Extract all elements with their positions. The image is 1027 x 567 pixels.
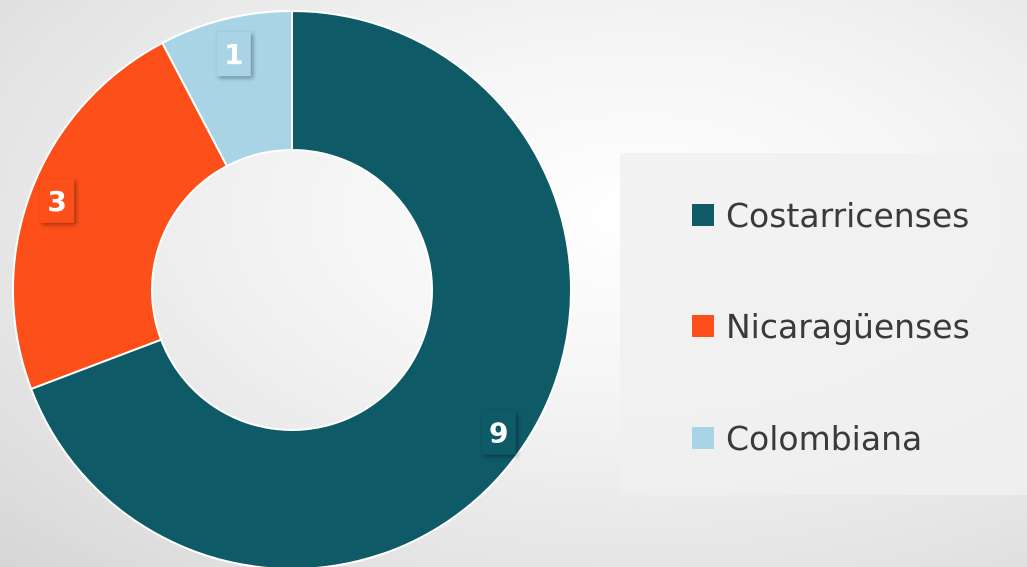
- legend-swatch-nicaraguenses: [692, 315, 714, 337]
- legend-label-colombiana: Colombiana: [726, 418, 923, 458]
- legend-label-nicaraguenses: Nicaragüenses: [726, 306, 970, 346]
- data-label-box: [216, 32, 251, 77]
- data-label-text: 1: [224, 38, 243, 71]
- data-label-colombiana: 1: [216, 32, 251, 77]
- slice-nicaraguenses: [12, 41, 229, 391]
- legend-item-costarricenses: Costarricenses: [692, 195, 969, 235]
- data-label-box: [481, 410, 516, 455]
- data-label-box: [40, 178, 75, 223]
- data-labels-group: 9 3 1: [40, 32, 516, 455]
- slice-colombiana: [160, 9, 293, 168]
- data-label-text: 3: [47, 185, 66, 218]
- legend-swatch-costarricenses: [692, 204, 714, 226]
- legend-swatch-colombiana: [692, 427, 714, 449]
- slices-group: [12, 9, 572, 567]
- data-label-text: 9: [489, 417, 508, 450]
- legend-item-colombiana: Colombiana: [692, 418, 922, 458]
- data-label-costarricenses: 9: [481, 410, 516, 455]
- legend: Costarricenses Nicaragüenses Colombiana: [620, 153, 1027, 495]
- legend-label-costarricenses: Costarricenses: [726, 195, 970, 235]
- slice-costarricenses: [29, 9, 572, 567]
- legend-item-nicaraguenses: Nicaragüenses: [692, 306, 970, 346]
- data-label-nicaraguenses: 3: [40, 178, 75, 223]
